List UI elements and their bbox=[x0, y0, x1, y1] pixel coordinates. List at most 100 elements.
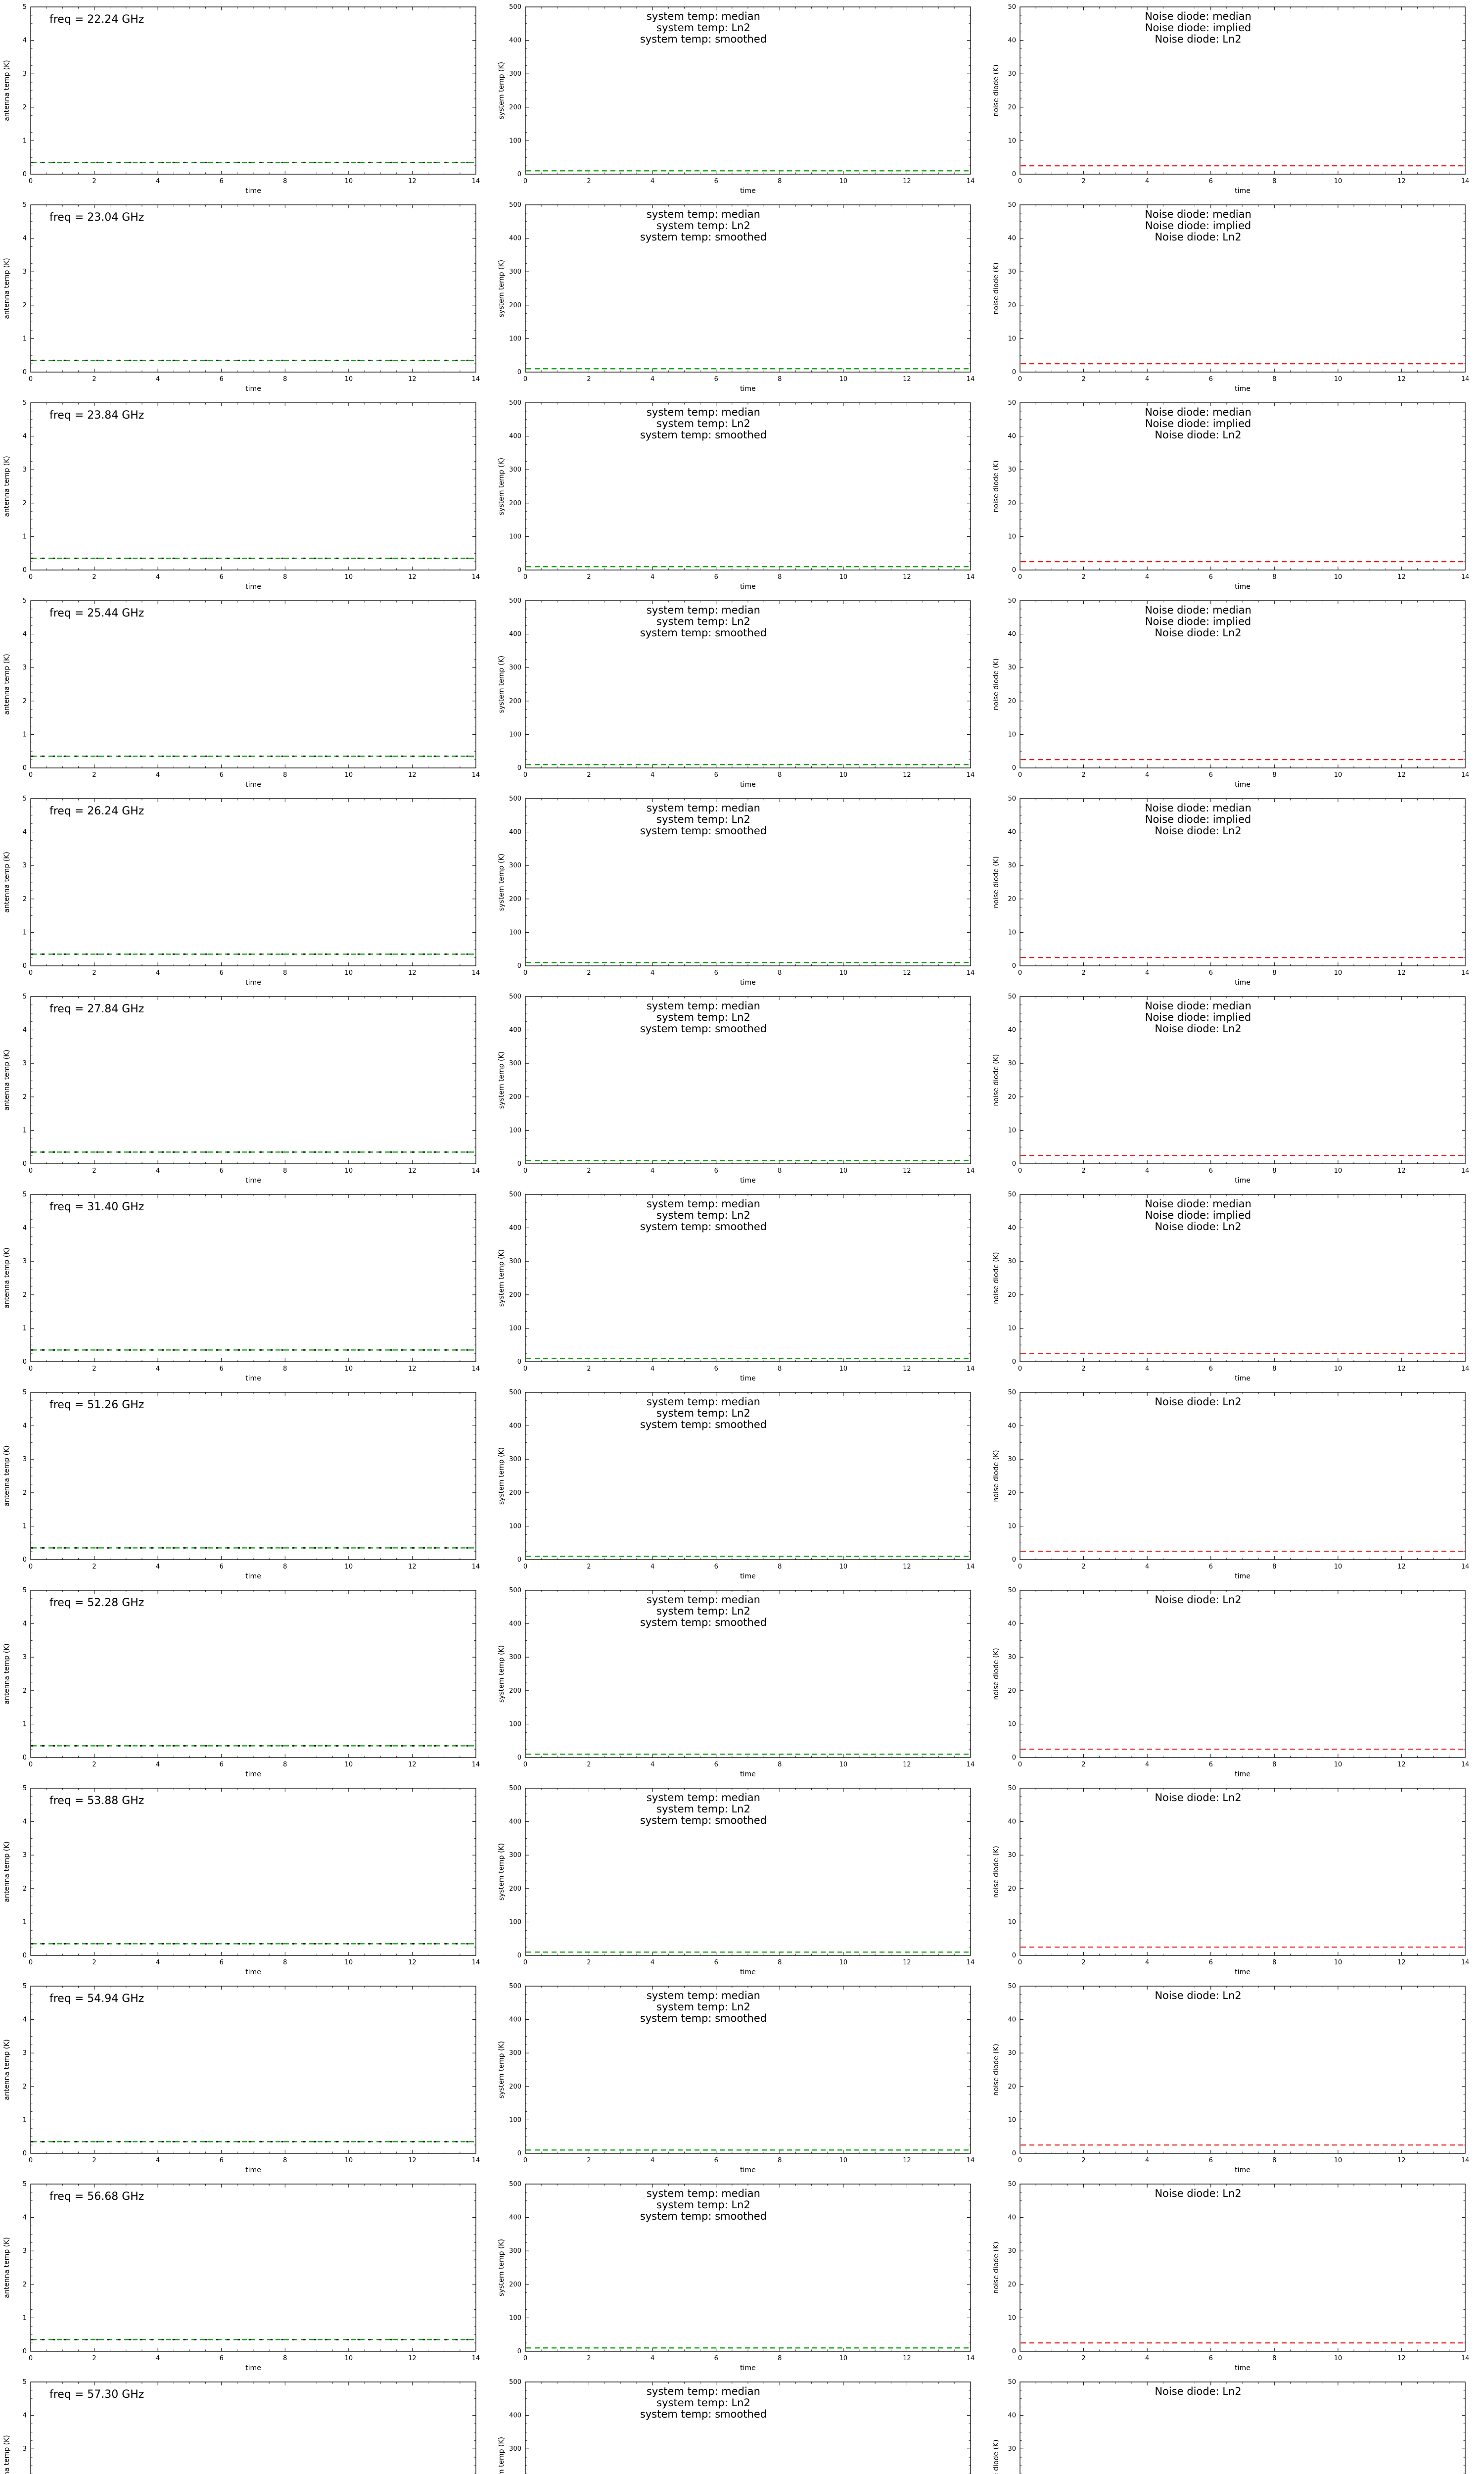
y-tick-label: 200 bbox=[509, 698, 521, 705]
x-tick-label: 8 bbox=[778, 969, 782, 977]
y-tick-label: 0 bbox=[1012, 1160, 1016, 1168]
y-tick-label: 5 bbox=[23, 1785, 27, 1792]
freq-label: freq = 52.28 GHz bbox=[49, 1597, 144, 1609]
x-axis-label: time bbox=[1235, 1177, 1251, 1185]
y-tick-label: 5 bbox=[23, 3, 27, 11]
x-tick-label: 2 bbox=[587, 1959, 591, 1966]
x-tick-label: 2 bbox=[1081, 376, 1085, 383]
x-tick-label: 8 bbox=[778, 573, 782, 581]
y-tick-label: 2 bbox=[23, 896, 27, 903]
y-tick-label: 20 bbox=[1008, 698, 1016, 705]
y-tick-label: 50 bbox=[1008, 1191, 1016, 1198]
panel-row3-col1: 0 2 4 6 8 10 12 14 0 1 2 3 4 5 time antenna temp (K) fre… bbox=[0, 396, 495, 594]
y-tick-label: 3 bbox=[23, 862, 27, 869]
y-tick-label: 50 bbox=[1008, 795, 1016, 803]
y-axis-label: antenna temp (K) bbox=[3, 1841, 11, 1903]
y-tick-label: 20 bbox=[1008, 2281, 1016, 2288]
x-tick-label: 0 bbox=[29, 573, 33, 581]
y-tick-label: 10 bbox=[1008, 1918, 1016, 1926]
x-axis-label: time bbox=[245, 781, 261, 789]
x-axis-label: time bbox=[1235, 1572, 1251, 1580]
legend-item: system temp: Ln2 bbox=[656, 1209, 750, 1221]
x-axis-label: time bbox=[245, 1770, 261, 1778]
x-axis-label: time bbox=[1235, 2364, 1251, 2372]
x-tick-label: 4 bbox=[156, 2157, 160, 2164]
x-tick-label: 2 bbox=[92, 1365, 96, 1373]
legend-item: system temp: smoothed bbox=[640, 1221, 767, 1233]
x-tick-label: 4 bbox=[156, 2355, 160, 2362]
y-tick-label: 400 bbox=[509, 829, 521, 836]
x-tick-label: 2 bbox=[1081, 969, 1085, 977]
y-tick-label: 20 bbox=[1008, 1885, 1016, 1893]
legend-item: system temp: smoothed bbox=[640, 1617, 767, 1628]
y-tick-label: 20 bbox=[1008, 1687, 1016, 1695]
y-tick-label: 40 bbox=[1008, 2214, 1016, 2222]
x-tick-label: 2 bbox=[92, 771, 96, 779]
x-tick-label: 0 bbox=[29, 771, 33, 779]
y-tick-label: 0 bbox=[517, 369, 521, 376]
y-tick-label: 0 bbox=[517, 567, 521, 574]
y-tick-label: 300 bbox=[509, 2247, 521, 2255]
x-tick-label: 0 bbox=[523, 771, 527, 779]
x-tick-label: 10 bbox=[1334, 178, 1343, 185]
x-tick-label: 8 bbox=[283, 2157, 287, 2164]
x-axis-label: time bbox=[740, 781, 756, 789]
freq-label: freq = 57.30 GHz bbox=[49, 2388, 144, 2401]
y-axis-label: system temp (K) bbox=[498, 2239, 506, 2296]
y-tick-label: 40 bbox=[1008, 1423, 1016, 1430]
y-axis-label: antenna temp (K) bbox=[3, 1445, 11, 1507]
panel-row10-col3: 0 2 4 6 8 10 12 14 0 10 20 30 40 50 time noise diode (K… bbox=[989, 1781, 1484, 1979]
x-tick-label: 10 bbox=[1334, 1761, 1343, 1768]
x-tick-label: 8 bbox=[778, 178, 782, 185]
y-axis-label: antenna temp (K) bbox=[3, 456, 11, 517]
y-tick-label: 0 bbox=[1012, 962, 1016, 970]
x-tick-label: 12 bbox=[1397, 2355, 1406, 2362]
y-tick-label: 3 bbox=[23, 466, 27, 474]
y-tick-label: 20 bbox=[1008, 2083, 1016, 2091]
x-tick-label: 12 bbox=[903, 376, 911, 383]
x-tick-label: 10 bbox=[839, 969, 848, 977]
x-tick-label: 10 bbox=[1334, 1365, 1343, 1373]
y-tick-label: 100 bbox=[509, 1918, 521, 1926]
y-tick-label: 0 bbox=[23, 1754, 27, 1761]
x-tick-label: 6 bbox=[1209, 1761, 1213, 1768]
y-tick-label: 4 bbox=[23, 2016, 27, 2024]
y-tick-label: 2 bbox=[23, 698, 27, 705]
x-tick-label: 12 bbox=[903, 1365, 911, 1373]
y-axis-label: antenna temp (K) bbox=[3, 1643, 11, 1705]
y-tick-label: 2 bbox=[23, 2083, 27, 2091]
x-tick-label: 8 bbox=[283, 1563, 287, 1570]
y-tick-label: 2 bbox=[23, 2281, 27, 2288]
x-tick-label: 12 bbox=[1397, 1167, 1406, 1175]
x-tick-label: 14 bbox=[472, 771, 480, 779]
x-tick-label: 14 bbox=[1461, 376, 1470, 383]
x-tick-label: 2 bbox=[92, 1761, 96, 1768]
x-tick-label: 10 bbox=[345, 2355, 353, 2362]
y-tick-label: 30 bbox=[1008, 2049, 1016, 2057]
legend-item: Noise diode: median bbox=[1145, 208, 1252, 220]
y-tick-label: 5 bbox=[23, 399, 27, 407]
panel-row2-col1: 0 2 4 6 8 10 12 14 0 1 2 3 4 5 time antenna temp (K) fre… bbox=[0, 198, 495, 396]
x-tick-label: 14 bbox=[967, 1167, 975, 1175]
x-tick-label: 4 bbox=[1145, 2157, 1149, 2164]
legend-item: Noise diode: median bbox=[1145, 406, 1252, 418]
x-tick-label: 0 bbox=[29, 1761, 33, 1768]
freq-label: freq = 54.94 GHz bbox=[49, 1993, 144, 2005]
panel-row2-col3: 0 2 4 6 8 10 12 14 0 10 20 30 40 50 time noise diode (K… bbox=[989, 198, 1484, 396]
x-tick-label: 2 bbox=[587, 178, 591, 185]
x-tick-label: 8 bbox=[1272, 2355, 1276, 2362]
x-tick-label: 8 bbox=[1272, 969, 1276, 977]
x-tick-label: 12 bbox=[903, 771, 911, 779]
x-tick-label: 10 bbox=[839, 1365, 848, 1373]
x-tick-label: 10 bbox=[1334, 573, 1343, 581]
x-tick-label: 12 bbox=[903, 178, 911, 185]
x-tick-label: 10 bbox=[345, 1167, 353, 1175]
x-tick-label: 10 bbox=[839, 1761, 848, 1768]
x-tick-label: 6 bbox=[714, 1563, 718, 1570]
x-tick-label: 0 bbox=[1018, 1365, 1022, 1373]
x-tick-label: 6 bbox=[220, 178, 224, 185]
x-tick-label: 12 bbox=[408, 1365, 417, 1373]
y-axis-label: antenna temp (K) bbox=[3, 2435, 11, 2474]
y-tick-label: 3 bbox=[23, 1654, 27, 1661]
x-tick-label: 4 bbox=[1145, 2355, 1149, 2362]
